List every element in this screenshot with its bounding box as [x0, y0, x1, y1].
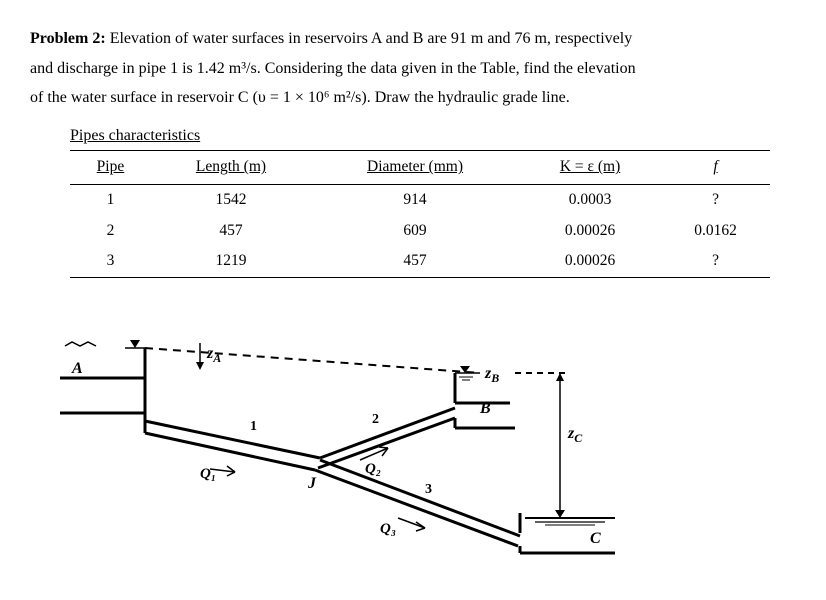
- problem-line1: Elevation of water surfaces in reservoir…: [106, 30, 633, 47]
- table-row: 3 1219 457 0.00026 ?: [70, 246, 770, 277]
- svg-text:Q₃: Q₃: [380, 521, 396, 537]
- col-roughness: K = ε (m): [519, 151, 661, 185]
- svg-text:1: 1: [250, 419, 257, 434]
- svg-text:zC: zC: [567, 425, 583, 445]
- table-row: 2 457 609 0.00026 0.0162: [70, 216, 770, 247]
- svg-text:A: A: [71, 360, 83, 377]
- pipe-3: 3 Q₃: [315, 460, 520, 546]
- problem-line3: of the water surface in reservoir C (υ =…: [30, 89, 570, 106]
- reservoir-b: B zB: [455, 365, 510, 428]
- col-pipe: Pipe: [70, 151, 151, 185]
- table-header-row: Pipe Length (m) Diameter (mm) K = ε (m) …: [70, 151, 770, 185]
- svg-text:Q₁: Q₁: [200, 466, 216, 482]
- table-caption: Pipes characteristics: [70, 121, 796, 151]
- col-diameter: Diameter (mm): [311, 151, 519, 185]
- pipe-1: 1 Q₁: [145, 419, 320, 482]
- hydraulic-diagram: A zA 1 Q₁ J 2 Q₂: [60, 318, 796, 558]
- reservoir-c: C: [520, 510, 615, 553]
- svg-text:C: C: [590, 530, 601, 547]
- table-row: 1 1542 914 0.0003 ?: [70, 185, 770, 216]
- svg-text:Q₂: Q₂: [365, 461, 381, 477]
- svg-text:2: 2: [372, 412, 379, 427]
- problem-line2: and discharge in pipe 1 is 1.42 m³/s. Co…: [30, 60, 636, 77]
- svg-text:zB: zB: [484, 365, 499, 385]
- svg-text:3: 3: [425, 482, 432, 497]
- elevation-c: zC: [515, 373, 583, 513]
- col-length: Length (m): [151, 151, 311, 185]
- svg-text:B: B: [479, 400, 491, 417]
- reservoir-a: A: [60, 340, 145, 378]
- problem-label: Problem 2:: [30, 30, 106, 47]
- hgl-line: [145, 348, 480, 373]
- svg-text:zA: zA: [206, 345, 221, 365]
- elevation-a: zA: [196, 343, 221, 370]
- junction-label: J: [307, 475, 317, 492]
- col-friction: f: [661, 151, 770, 185]
- pipes-table: Pipe Length (m) Diameter (mm) K = ε (m) …: [70, 150, 770, 278]
- problem-statement: Problem 2: Elevation of water surfaces i…: [30, 24, 796, 113]
